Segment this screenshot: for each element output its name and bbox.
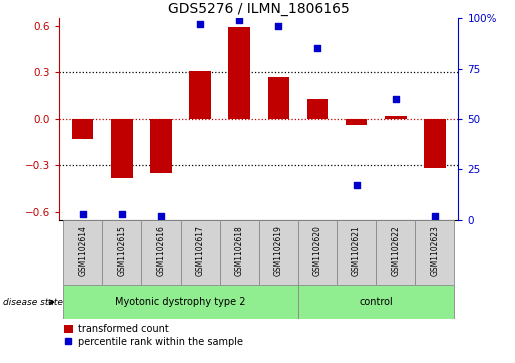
Point xyxy=(79,211,87,216)
Text: GSM1102616: GSM1102616 xyxy=(157,225,165,276)
Point xyxy=(274,23,282,29)
Bar xyxy=(376,220,415,285)
Point xyxy=(352,183,360,188)
Text: GSM1102617: GSM1102617 xyxy=(196,225,204,276)
Text: GSM1102615: GSM1102615 xyxy=(117,225,126,276)
Bar xyxy=(181,220,220,285)
Point xyxy=(235,17,244,23)
Bar xyxy=(415,220,454,285)
Text: control: control xyxy=(359,297,393,307)
Bar xyxy=(190,71,211,119)
Legend: transformed count, percentile rank within the sample: transformed count, percentile rank withi… xyxy=(64,324,243,347)
Bar xyxy=(102,220,142,285)
Text: GSM1102621: GSM1102621 xyxy=(352,225,361,276)
Bar xyxy=(298,285,454,319)
Text: GSM1102614: GSM1102614 xyxy=(78,225,87,276)
Bar xyxy=(63,220,102,285)
Text: disease state: disease state xyxy=(3,298,62,306)
Bar xyxy=(72,119,93,139)
Bar xyxy=(63,285,298,319)
Point xyxy=(431,213,439,219)
Bar xyxy=(307,99,328,119)
Bar xyxy=(268,77,289,119)
Bar xyxy=(150,119,171,173)
Bar xyxy=(111,119,132,178)
Point xyxy=(391,96,400,102)
Text: GSM1102618: GSM1102618 xyxy=(235,225,244,276)
Bar xyxy=(229,28,250,119)
Point xyxy=(118,211,126,216)
Point xyxy=(196,21,204,27)
Bar xyxy=(298,220,337,285)
Bar xyxy=(337,220,376,285)
Point xyxy=(313,45,321,51)
Bar xyxy=(424,119,445,168)
Text: GSM1102620: GSM1102620 xyxy=(313,225,322,276)
Bar xyxy=(220,220,259,285)
Text: GSM1102622: GSM1102622 xyxy=(391,225,400,276)
Text: GSM1102623: GSM1102623 xyxy=(431,225,439,276)
Bar xyxy=(142,220,181,285)
Bar xyxy=(259,220,298,285)
Text: GSM1102619: GSM1102619 xyxy=(274,225,283,276)
Text: Myotonic dystrophy type 2: Myotonic dystrophy type 2 xyxy=(115,297,246,307)
Point xyxy=(157,213,165,219)
Bar xyxy=(346,119,367,125)
Bar xyxy=(385,116,406,119)
Title: GDS5276 / ILMN_1806165: GDS5276 / ILMN_1806165 xyxy=(168,2,350,16)
